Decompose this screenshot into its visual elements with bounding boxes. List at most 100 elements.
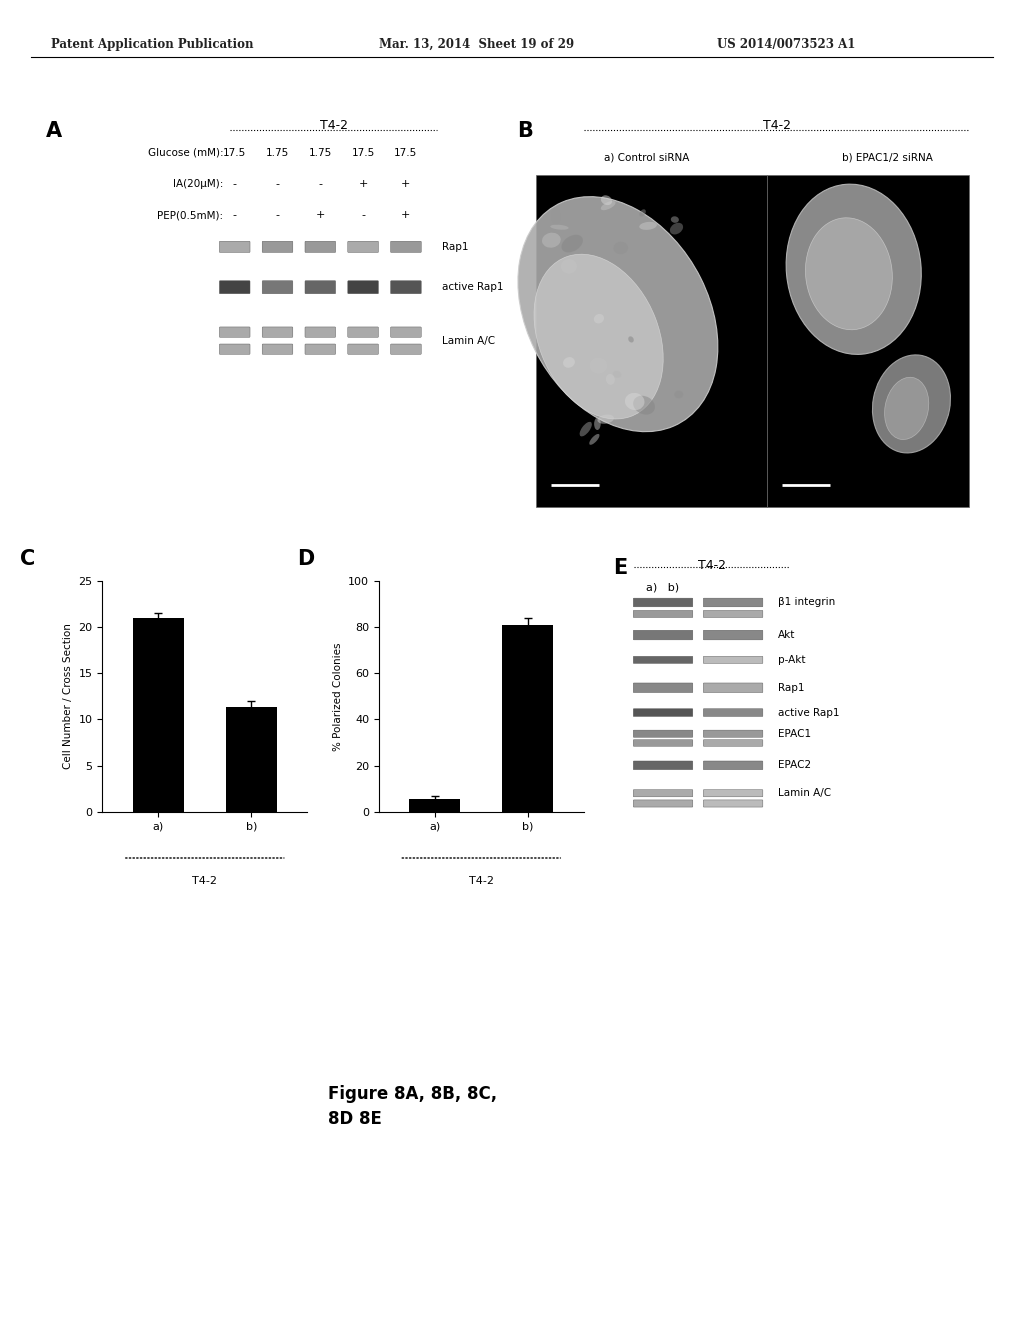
FancyBboxPatch shape <box>703 598 763 607</box>
Ellipse shape <box>885 378 929 440</box>
FancyBboxPatch shape <box>348 345 379 354</box>
Text: -: - <box>361 210 366 220</box>
Ellipse shape <box>601 201 615 210</box>
Ellipse shape <box>606 374 614 385</box>
FancyBboxPatch shape <box>703 730 763 738</box>
Text: Lamin A/C: Lamin A/C <box>442 337 495 346</box>
FancyBboxPatch shape <box>633 630 693 640</box>
Ellipse shape <box>589 434 599 445</box>
FancyBboxPatch shape <box>703 682 763 693</box>
FancyBboxPatch shape <box>219 327 250 338</box>
Ellipse shape <box>590 358 607 374</box>
Text: 1.75: 1.75 <box>266 148 289 157</box>
FancyBboxPatch shape <box>633 682 693 693</box>
Text: +: + <box>315 210 325 220</box>
Ellipse shape <box>671 216 679 223</box>
Ellipse shape <box>580 422 592 437</box>
Ellipse shape <box>594 417 601 430</box>
Ellipse shape <box>625 393 644 411</box>
Ellipse shape <box>670 223 683 235</box>
FancyBboxPatch shape <box>305 345 336 354</box>
Text: E: E <box>613 557 628 578</box>
FancyBboxPatch shape <box>703 800 763 807</box>
FancyBboxPatch shape <box>703 709 763 717</box>
FancyBboxPatch shape <box>633 656 693 664</box>
FancyBboxPatch shape <box>390 281 421 294</box>
Text: -: - <box>275 180 280 189</box>
FancyBboxPatch shape <box>633 800 693 807</box>
FancyBboxPatch shape <box>633 610 693 618</box>
Text: US 2014/0073523 A1: US 2014/0073523 A1 <box>717 38 855 51</box>
Text: Rap1: Rap1 <box>778 682 804 693</box>
Ellipse shape <box>550 224 568 230</box>
Ellipse shape <box>542 232 561 248</box>
Ellipse shape <box>872 355 950 453</box>
Ellipse shape <box>601 195 612 205</box>
FancyBboxPatch shape <box>703 739 763 746</box>
FancyBboxPatch shape <box>390 345 421 354</box>
FancyBboxPatch shape <box>305 327 336 338</box>
Text: Figure 8A, 8B, 8C,
8D 8E: Figure 8A, 8B, 8C, 8D 8E <box>328 1085 497 1129</box>
Ellipse shape <box>639 210 646 216</box>
FancyBboxPatch shape <box>633 598 693 607</box>
FancyBboxPatch shape <box>390 327 421 338</box>
Text: active Rap1: active Rap1 <box>778 708 840 718</box>
Ellipse shape <box>628 337 634 342</box>
FancyBboxPatch shape <box>305 242 336 252</box>
Text: β1 integrin: β1 integrin <box>778 598 836 607</box>
Text: Patent Application Publication: Patent Application Publication <box>51 38 254 51</box>
Bar <box>537 176 767 507</box>
Text: 17.5: 17.5 <box>223 148 247 157</box>
Ellipse shape <box>612 371 622 378</box>
Text: A: A <box>45 121 61 141</box>
FancyBboxPatch shape <box>262 327 293 338</box>
Text: +: + <box>358 180 368 189</box>
Bar <box>225 708 276 812</box>
Text: Rap1: Rap1 <box>442 242 468 252</box>
Text: a)   b): a) b) <box>645 582 679 593</box>
Ellipse shape <box>518 197 718 432</box>
FancyBboxPatch shape <box>633 739 693 746</box>
Text: Lamin A/C: Lamin A/C <box>778 788 830 799</box>
Ellipse shape <box>613 242 628 255</box>
Text: D: D <box>297 549 314 569</box>
FancyBboxPatch shape <box>348 242 379 252</box>
Text: -: - <box>232 210 237 220</box>
FancyBboxPatch shape <box>703 789 763 797</box>
FancyBboxPatch shape <box>633 762 693 770</box>
Ellipse shape <box>633 396 655 414</box>
Ellipse shape <box>594 314 604 323</box>
Ellipse shape <box>674 391 683 399</box>
Ellipse shape <box>786 185 922 354</box>
Text: -: - <box>232 180 237 189</box>
Text: -: - <box>275 210 280 220</box>
FancyBboxPatch shape <box>633 789 693 797</box>
Text: T4-2: T4-2 <box>697 560 726 572</box>
Bar <box>502 624 553 812</box>
Text: 17.5: 17.5 <box>394 148 418 157</box>
Text: 1.75: 1.75 <box>308 148 332 157</box>
Ellipse shape <box>551 209 560 224</box>
Text: +: + <box>401 210 411 220</box>
Ellipse shape <box>563 358 574 368</box>
Ellipse shape <box>561 235 583 252</box>
Text: EPAC2: EPAC2 <box>778 760 811 771</box>
Y-axis label: Cell Number / Cross Section: Cell Number / Cross Section <box>63 623 73 770</box>
Text: B: B <box>517 121 532 141</box>
Text: Mar. 13, 2014  Sheet 19 of 29: Mar. 13, 2014 Sheet 19 of 29 <box>379 38 574 51</box>
FancyBboxPatch shape <box>703 610 763 618</box>
Text: IA(20μM):: IA(20μM): <box>173 180 223 189</box>
FancyBboxPatch shape <box>703 656 763 664</box>
Text: -: - <box>318 180 323 189</box>
Text: C: C <box>20 549 36 569</box>
Text: T4-2: T4-2 <box>763 119 791 132</box>
Text: a) Control siRNA: a) Control siRNA <box>604 153 689 162</box>
Text: active Rap1: active Rap1 <box>442 282 504 292</box>
FancyBboxPatch shape <box>633 709 693 717</box>
Text: EPAC1: EPAC1 <box>778 729 811 739</box>
Ellipse shape <box>561 259 577 273</box>
Ellipse shape <box>639 222 656 230</box>
Text: b) EPAC1/2 siRNA: b) EPAC1/2 siRNA <box>842 153 933 162</box>
Text: Akt: Akt <box>778 630 796 640</box>
Text: T4-2: T4-2 <box>469 876 494 887</box>
